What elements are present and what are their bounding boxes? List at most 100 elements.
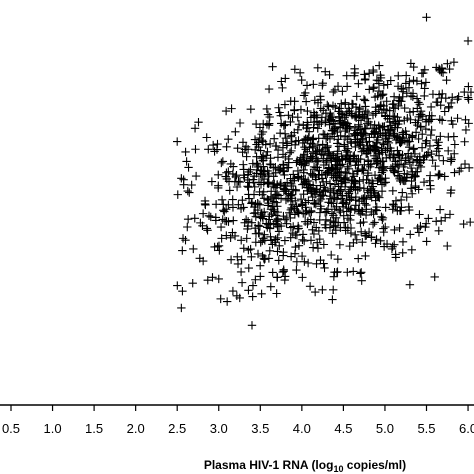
scatter-point xyxy=(387,244,397,254)
scatter-point xyxy=(390,240,399,249)
scatter-point xyxy=(396,195,406,205)
scatter-point xyxy=(399,162,408,172)
scatter-point xyxy=(247,198,257,207)
scatter-point xyxy=(314,120,324,129)
scatter-point xyxy=(427,125,436,135)
scatter-point xyxy=(278,166,288,175)
scatter-point xyxy=(216,222,226,232)
scatter-point xyxy=(422,151,431,161)
scatter-point xyxy=(356,268,366,277)
scatter-point xyxy=(297,75,306,85)
scatter-point xyxy=(268,268,277,277)
scatter-point xyxy=(343,147,352,157)
scatter-point xyxy=(434,226,443,235)
scatter-point xyxy=(365,186,375,196)
scatter-point xyxy=(279,267,289,276)
scatter-point xyxy=(313,163,322,172)
scatter-point xyxy=(437,67,446,77)
scatter-point xyxy=(212,145,222,154)
scatter-point xyxy=(280,129,290,138)
scatter-point xyxy=(323,141,332,151)
scatter-point xyxy=(362,114,372,123)
scatter-point xyxy=(178,246,187,255)
scatter-point xyxy=(182,157,191,166)
scatter-point xyxy=(235,118,245,128)
scatter-point xyxy=(273,233,282,243)
scatter-point xyxy=(278,83,287,93)
scatter-point xyxy=(277,119,286,128)
scatter-point xyxy=(358,164,367,174)
scatter-point xyxy=(374,105,383,114)
scatter-point xyxy=(389,200,398,210)
scatter-point xyxy=(459,219,468,229)
scatter-point xyxy=(234,177,243,186)
x-tick-label: 0.5 xyxy=(2,421,20,436)
scatter-point xyxy=(281,134,291,143)
scatter-point xyxy=(355,138,364,148)
scatter-point xyxy=(406,184,416,193)
scatter-point xyxy=(329,87,338,97)
scatter-point xyxy=(394,96,403,105)
scatter-point xyxy=(342,207,351,216)
scatter-point xyxy=(256,238,265,247)
scatter-point xyxy=(280,100,290,109)
scatter-point xyxy=(183,222,192,232)
scatter-point xyxy=(264,84,274,94)
scatter-point xyxy=(262,151,271,160)
scatter-point xyxy=(422,13,431,22)
scatter-point xyxy=(214,170,223,180)
scatter-point xyxy=(373,135,383,145)
scatter-point xyxy=(218,157,228,166)
scatter-point xyxy=(315,234,324,244)
scatter-point xyxy=(305,180,315,189)
scatter-point xyxy=(185,188,194,197)
scatter-point xyxy=(352,167,362,176)
scatter-point xyxy=(351,113,361,123)
scatter-point xyxy=(341,200,351,209)
scatter-point xyxy=(321,108,331,118)
scatter-point xyxy=(312,110,321,120)
scatter-point xyxy=(453,95,462,104)
scatter-point xyxy=(361,210,371,220)
scatter-point xyxy=(461,125,471,135)
scatter-point xyxy=(266,160,276,169)
x-tick-label: 3.5 xyxy=(251,421,269,436)
scatter-point xyxy=(243,182,252,191)
scatter-point xyxy=(360,229,370,238)
scatter-point xyxy=(307,187,316,197)
scatter-point xyxy=(327,156,336,165)
scatter-point xyxy=(281,120,290,129)
scatter-point xyxy=(343,268,352,277)
scatter-point xyxy=(325,223,335,232)
scatter-point xyxy=(335,168,344,178)
scatter-point xyxy=(414,98,423,107)
scatter-point xyxy=(329,285,338,295)
scatter-point xyxy=(378,157,387,166)
scatter-point xyxy=(237,236,246,245)
scatter-point xyxy=(296,159,306,169)
scatter-point xyxy=(419,177,429,187)
scatter-point xyxy=(299,168,308,177)
scatter-point xyxy=(190,124,200,133)
scatter-point xyxy=(266,187,276,196)
scatter-point xyxy=(281,74,290,83)
scatter-point xyxy=(391,157,400,166)
scatter-point xyxy=(390,168,399,177)
scatter-point xyxy=(247,252,256,262)
scatter-point xyxy=(294,120,304,129)
scatter-point xyxy=(265,159,275,169)
scatter-point xyxy=(260,166,269,176)
scatter-point xyxy=(233,252,242,262)
scatter-point xyxy=(302,206,311,216)
scatter-point xyxy=(294,209,303,218)
scatter-point xyxy=(268,62,277,71)
scatter-point xyxy=(358,112,367,121)
scatter-point xyxy=(258,251,267,261)
scatter-point xyxy=(224,134,233,144)
scatter-point xyxy=(260,255,269,264)
scatter-point xyxy=(401,71,411,80)
scatter-point xyxy=(276,178,286,188)
scatter-point xyxy=(314,226,324,236)
scatter-point xyxy=(323,100,332,110)
scatter-point xyxy=(448,93,457,102)
